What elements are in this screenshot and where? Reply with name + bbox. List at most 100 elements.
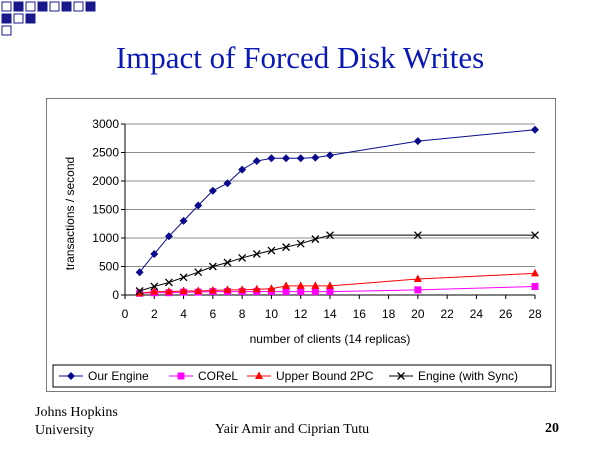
- data-point: [164, 232, 173, 241]
- data-point: [531, 282, 539, 290]
- data-point: [531, 125, 539, 134]
- legend-marker: [397, 372, 405, 380]
- deco-square: [85, 1, 96, 12]
- deco-square: [1, 1, 12, 12]
- data-point: [282, 154, 291, 163]
- x-tick-label: 24: [470, 307, 484, 321]
- page-number: 20: [545, 421, 559, 436]
- data-point: [208, 262, 217, 271]
- x-tick-label: 8: [239, 307, 246, 321]
- x-tick-label: 12: [294, 307, 308, 321]
- footer-authors: Yair Amir and Ciprian Tutu: [215, 422, 370, 437]
- y-tick-label: 3000: [92, 117, 119, 131]
- data-point: [194, 201, 203, 210]
- data-point: [238, 285, 247, 293]
- legend-box: [52, 364, 552, 388]
- data-point: [267, 246, 276, 255]
- y-tick-label: 1000: [92, 231, 119, 245]
- legend-marker: [177, 372, 185, 380]
- legend-label: COReL: [198, 369, 238, 383]
- data-point: [238, 165, 247, 174]
- data-point: [296, 281, 305, 289]
- legend-marker: [67, 372, 75, 380]
- legend-label: Engine (with Sync): [418, 369, 518, 383]
- x-tick-label: 6: [210, 307, 217, 321]
- deco-square: [13, 1, 24, 12]
- data-point: [150, 287, 159, 295]
- data-point: [252, 284, 261, 293]
- data-point: [413, 231, 422, 240]
- deco-square: [61, 1, 72, 12]
- data-point: [296, 239, 305, 248]
- slide-title: Impact of Forced Disk Writes: [115, 40, 485, 75]
- x-tick-label: 26: [499, 307, 513, 321]
- x-tick-label: 4: [180, 307, 187, 321]
- data-point: [179, 286, 188, 295]
- footer-organization: Johns Hopkins University: [35, 404, 155, 440]
- deco-square: [73, 1, 84, 12]
- data-point: [282, 281, 291, 289]
- series-line: [139, 234, 535, 292]
- data-point: [414, 286, 422, 294]
- data-point: [208, 285, 217, 294]
- y-tick-label: 1500: [92, 203, 119, 217]
- data-point: [150, 282, 159, 291]
- data-point: [297, 288, 305, 296]
- legend-label: Upper Bound 2PC: [276, 369, 374, 383]
- deco-square: [25, 1, 36, 12]
- x-tick-label: 22: [440, 307, 454, 321]
- data-point: [296, 154, 305, 163]
- series-line: [139, 129, 536, 273]
- x-tick-label: 0: [122, 307, 129, 321]
- footer-org-line1: Johns Hopkins: [35, 405, 118, 420]
- data-point: [326, 231, 334, 240]
- x-axis-label: number of clients (14 replicas): [250, 332, 411, 346]
- data-point: [311, 281, 320, 289]
- chart-frame: 0 500 1000 1500 2000 2500 3000 0 2 4 6 8 10 12 14 16 18 2…: [46, 98, 556, 392]
- deco-square: [37, 1, 48, 12]
- data-point: [311, 288, 319, 296]
- decorative-squares: [1, 1, 96, 36]
- data-point: [179, 216, 188, 225]
- deco-square: [49, 1, 60, 12]
- data-point: [208, 186, 217, 195]
- x-tick-label: 14: [323, 307, 337, 321]
- series-line: [139, 272, 536, 294]
- legend: Our Engine COReL Upper Bound 2PC Engine (wi…: [52, 364, 552, 388]
- deco-square: [1, 25, 12, 36]
- data-point: [326, 281, 334, 289]
- data-point: [164, 287, 173, 295]
- y-tick-label: 2000: [92, 174, 119, 188]
- series-our-engine: [135, 125, 539, 277]
- data-point: [267, 154, 276, 163]
- data-point: [311, 153, 320, 162]
- data-point: [194, 268, 203, 277]
- x-tick-label: 10: [265, 307, 279, 321]
- data-point: [531, 231, 539, 240]
- deco-square: [25, 13, 36, 24]
- data-point: [179, 273, 188, 282]
- deco-square: [13, 13, 24, 24]
- data-point: [164, 278, 173, 287]
- x-tick-label: 2: [151, 307, 158, 321]
- data-point: [135, 268, 144, 277]
- x-tick-label: 28: [528, 307, 542, 321]
- data-point: [267, 284, 276, 292]
- data-point: [311, 235, 320, 244]
- y-tick-label: 2500: [92, 146, 119, 160]
- y-tick-label: 500: [99, 260, 119, 274]
- data-point: [194, 286, 203, 295]
- series-line: [139, 285, 536, 294]
- legend-marker: [255, 371, 263, 379]
- data-point: [223, 179, 232, 188]
- x-tick-label: 16: [353, 307, 367, 321]
- series-upper-bound-2pc: [135, 268, 539, 297]
- data-point: [135, 288, 144, 297]
- data-point: [223, 258, 232, 267]
- data-point: [252, 157, 261, 166]
- series-engine-with-sync: [135, 231, 539, 295]
- data-point: [238, 253, 247, 262]
- data-point: [282, 288, 290, 296]
- x-tick-label: 18: [382, 307, 396, 321]
